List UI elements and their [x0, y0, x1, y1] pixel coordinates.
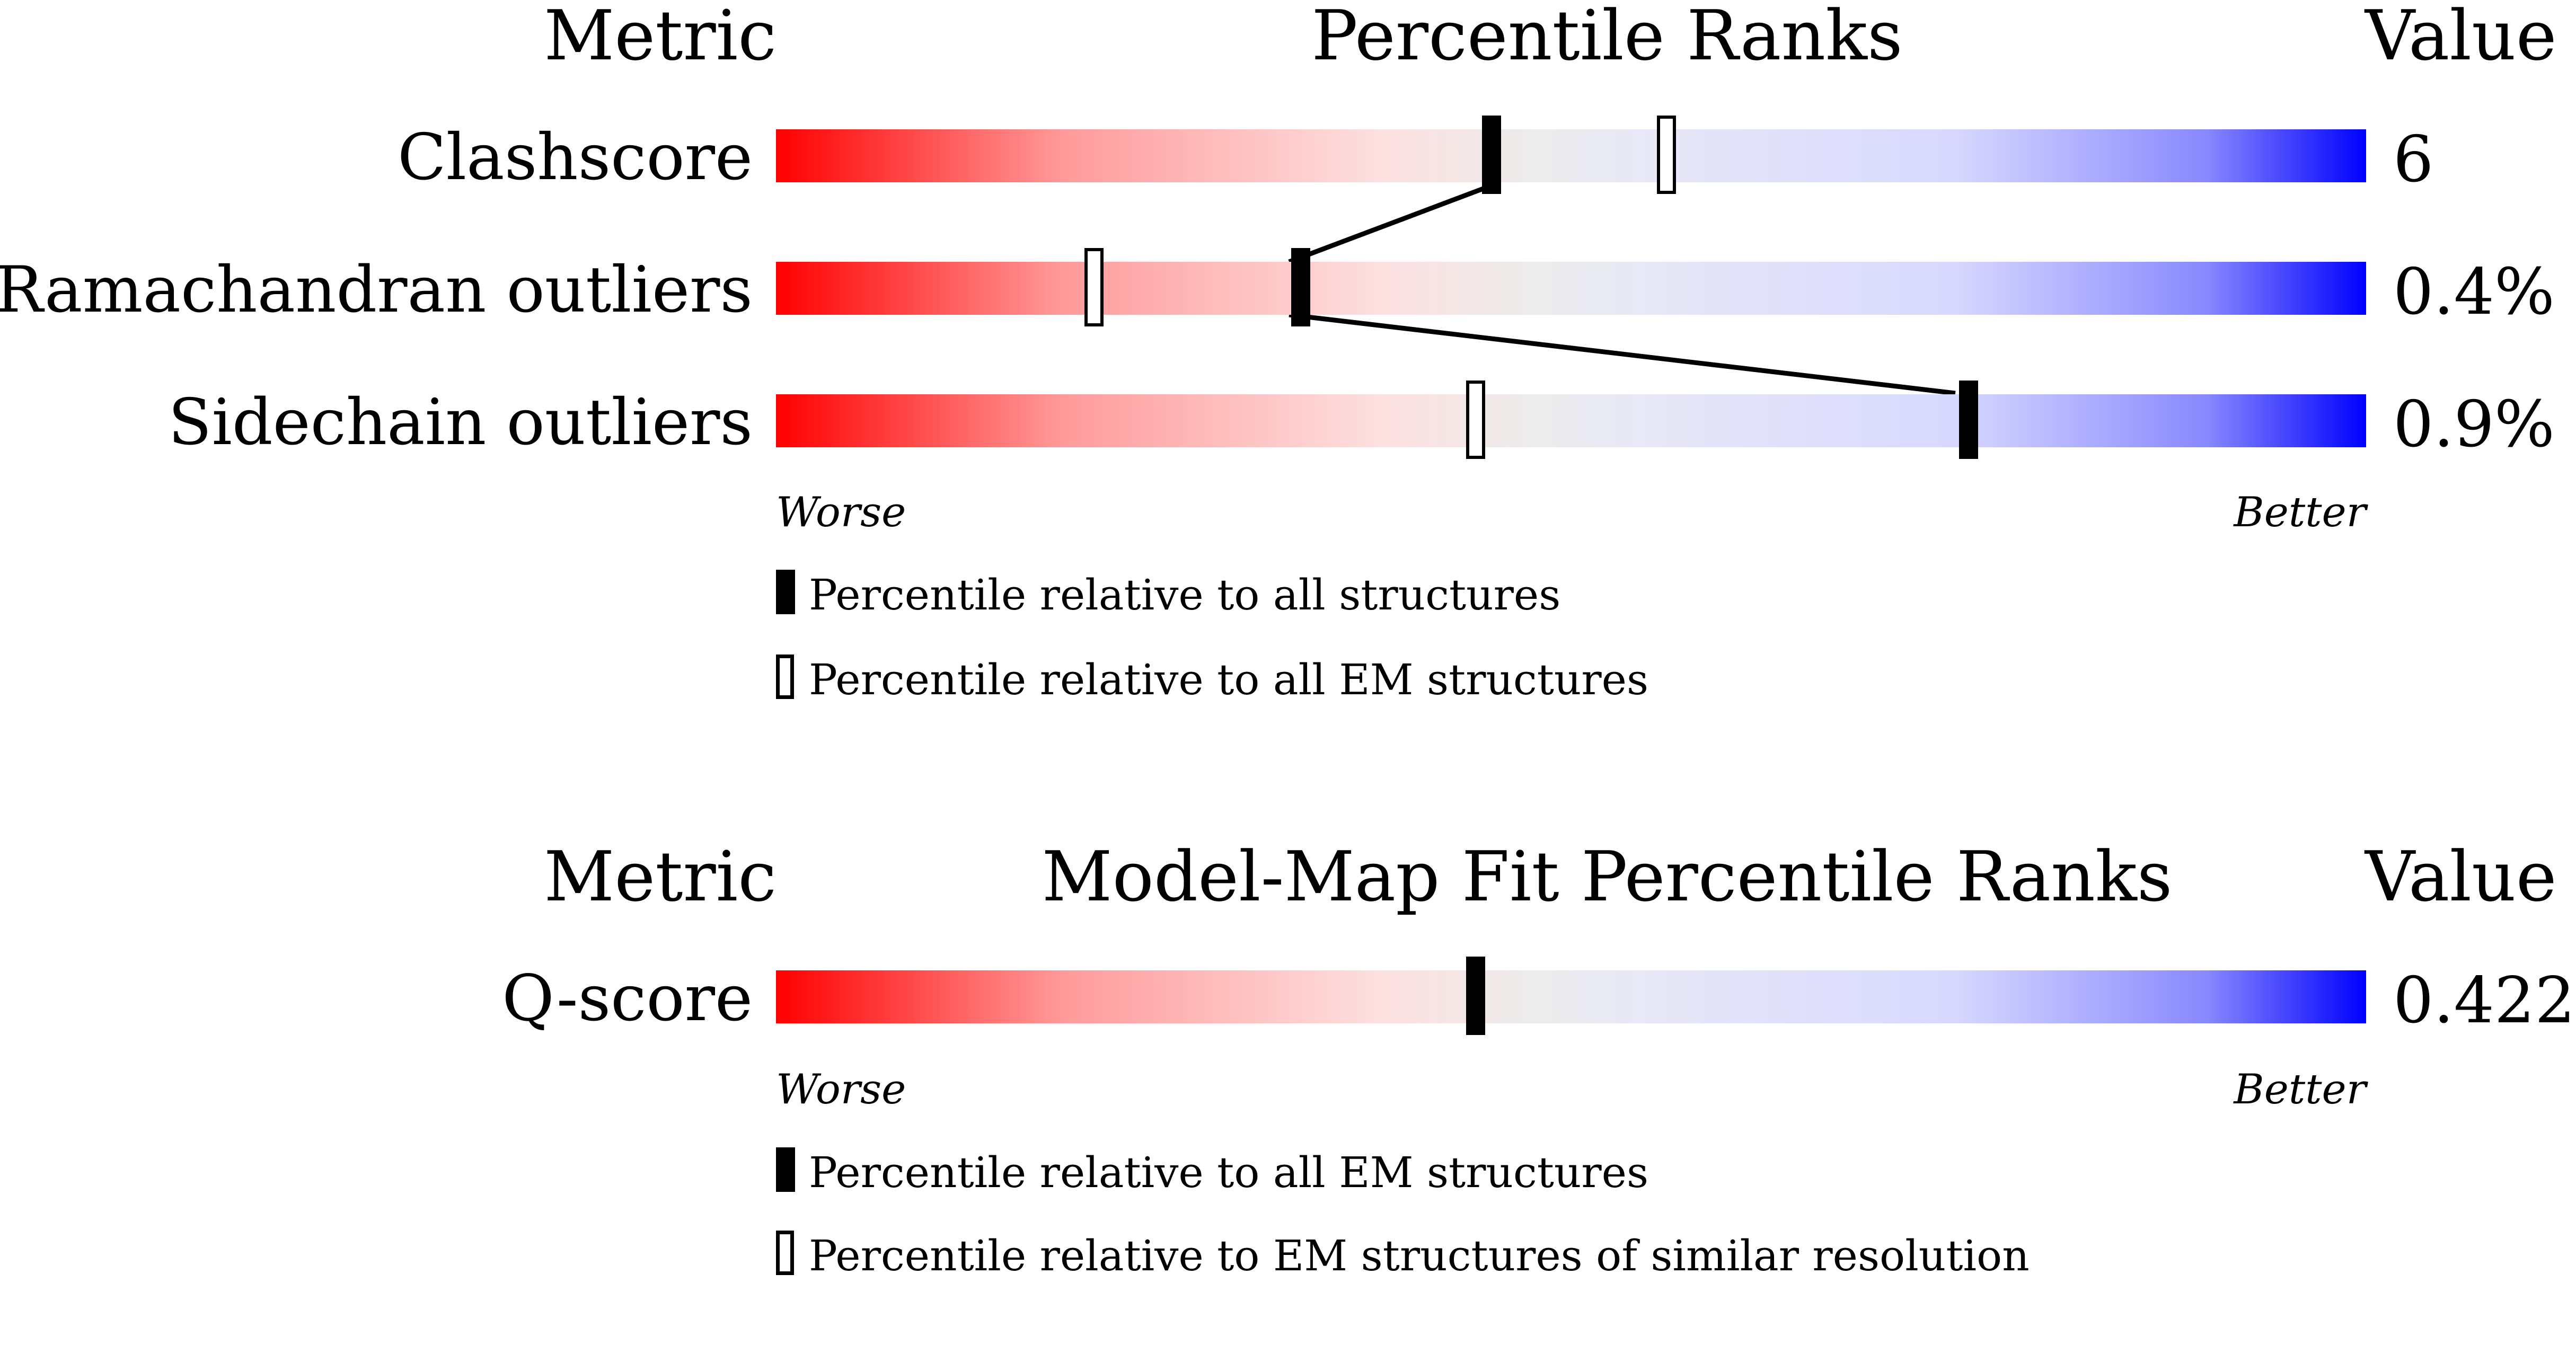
marker-em-structures — [1466, 381, 1485, 459]
metric-label: Sidechain outliers — [168, 386, 753, 459]
metric-value: 0.422 — [2393, 964, 2575, 1038]
value-column-header: Value — [2365, 0, 2557, 76]
model-map-fit-title: Model-Map Fit Percentile Ranks — [1042, 836, 2173, 917]
legend-label: Percentile relative to EM structures of … — [809, 1231, 2030, 1280]
legend-label: Percentile relative to all structures — [809, 570, 1561, 620]
metric-label: Clashscore — [397, 121, 753, 194]
percentile-connector-lines — [1288, 183, 1956, 396]
marker-all-structures — [1959, 381, 1978, 459]
worse-label: Worse — [776, 489, 906, 536]
validation-percentile-panel: Metric Percentile Ranks Value Clashscore… — [0, 0, 2576, 536]
metric-column-header: Metric — [544, 836, 777, 917]
marker-all-structures — [1482, 116, 1501, 194]
percentile-gradient-bar — [776, 957, 2366, 1035]
connector-rama-to-sidechain — [1289, 312, 1956, 396]
marker-em-structures — [1657, 116, 1676, 194]
filled-marker-icon — [776, 1147, 795, 1192]
metric-column-header: Metric — [544, 0, 777, 76]
marker-all-em-structures — [1466, 957, 1485, 1035]
metric-row-qscore: Q-score 0.422 — [0, 945, 2576, 1051]
hollow-marker-icon — [776, 654, 794, 699]
value-column-header: Value — [2365, 836, 2557, 917]
metric-value: 0.4% — [2393, 255, 2555, 329]
percentile-gradient-bar — [776, 381, 2366, 459]
metric-label: Ramachandran outliers — [0, 253, 753, 327]
better-label: Better — [2234, 1066, 2366, 1113]
metric-value: 6 — [2393, 123, 2434, 197]
hollow-marker-icon — [776, 1231, 794, 1275]
model-map-fit-panel: Metric Model-Map Fit Percentile Ranks Va… — [0, 841, 2576, 1371]
percentile-gradient-bar — [776, 248, 2366, 326]
metric-value: 0.9% — [2393, 388, 2555, 462]
percentile-ranks-title: Percentile Ranks — [1311, 0, 1903, 76]
metric-label: Q-score — [502, 962, 753, 1036]
metric-row-clashscore: Clashscore 6 — [0, 104, 2576, 210]
marker-em-structures — [1084, 248, 1104, 326]
metric-row-sidechain: Sidechain outliers 0.9% — [0, 369, 2576, 475]
legend-label: Percentile relative to all EM structures — [809, 655, 1649, 704]
metric-row-ramachandran: Ramachandran outliers 0.4% — [0, 236, 2576, 342]
filled-marker-icon — [776, 570, 795, 614]
connector-clash-to-rama — [1288, 183, 1493, 264]
marker-all-structures — [1291, 248, 1310, 326]
legend-label: Percentile relative to all EM structures — [809, 1148, 1649, 1197]
percentile-gradient-bar — [776, 116, 2366, 194]
worse-label: Worse — [776, 1066, 906, 1113]
better-label: Better — [2234, 489, 2366, 536]
